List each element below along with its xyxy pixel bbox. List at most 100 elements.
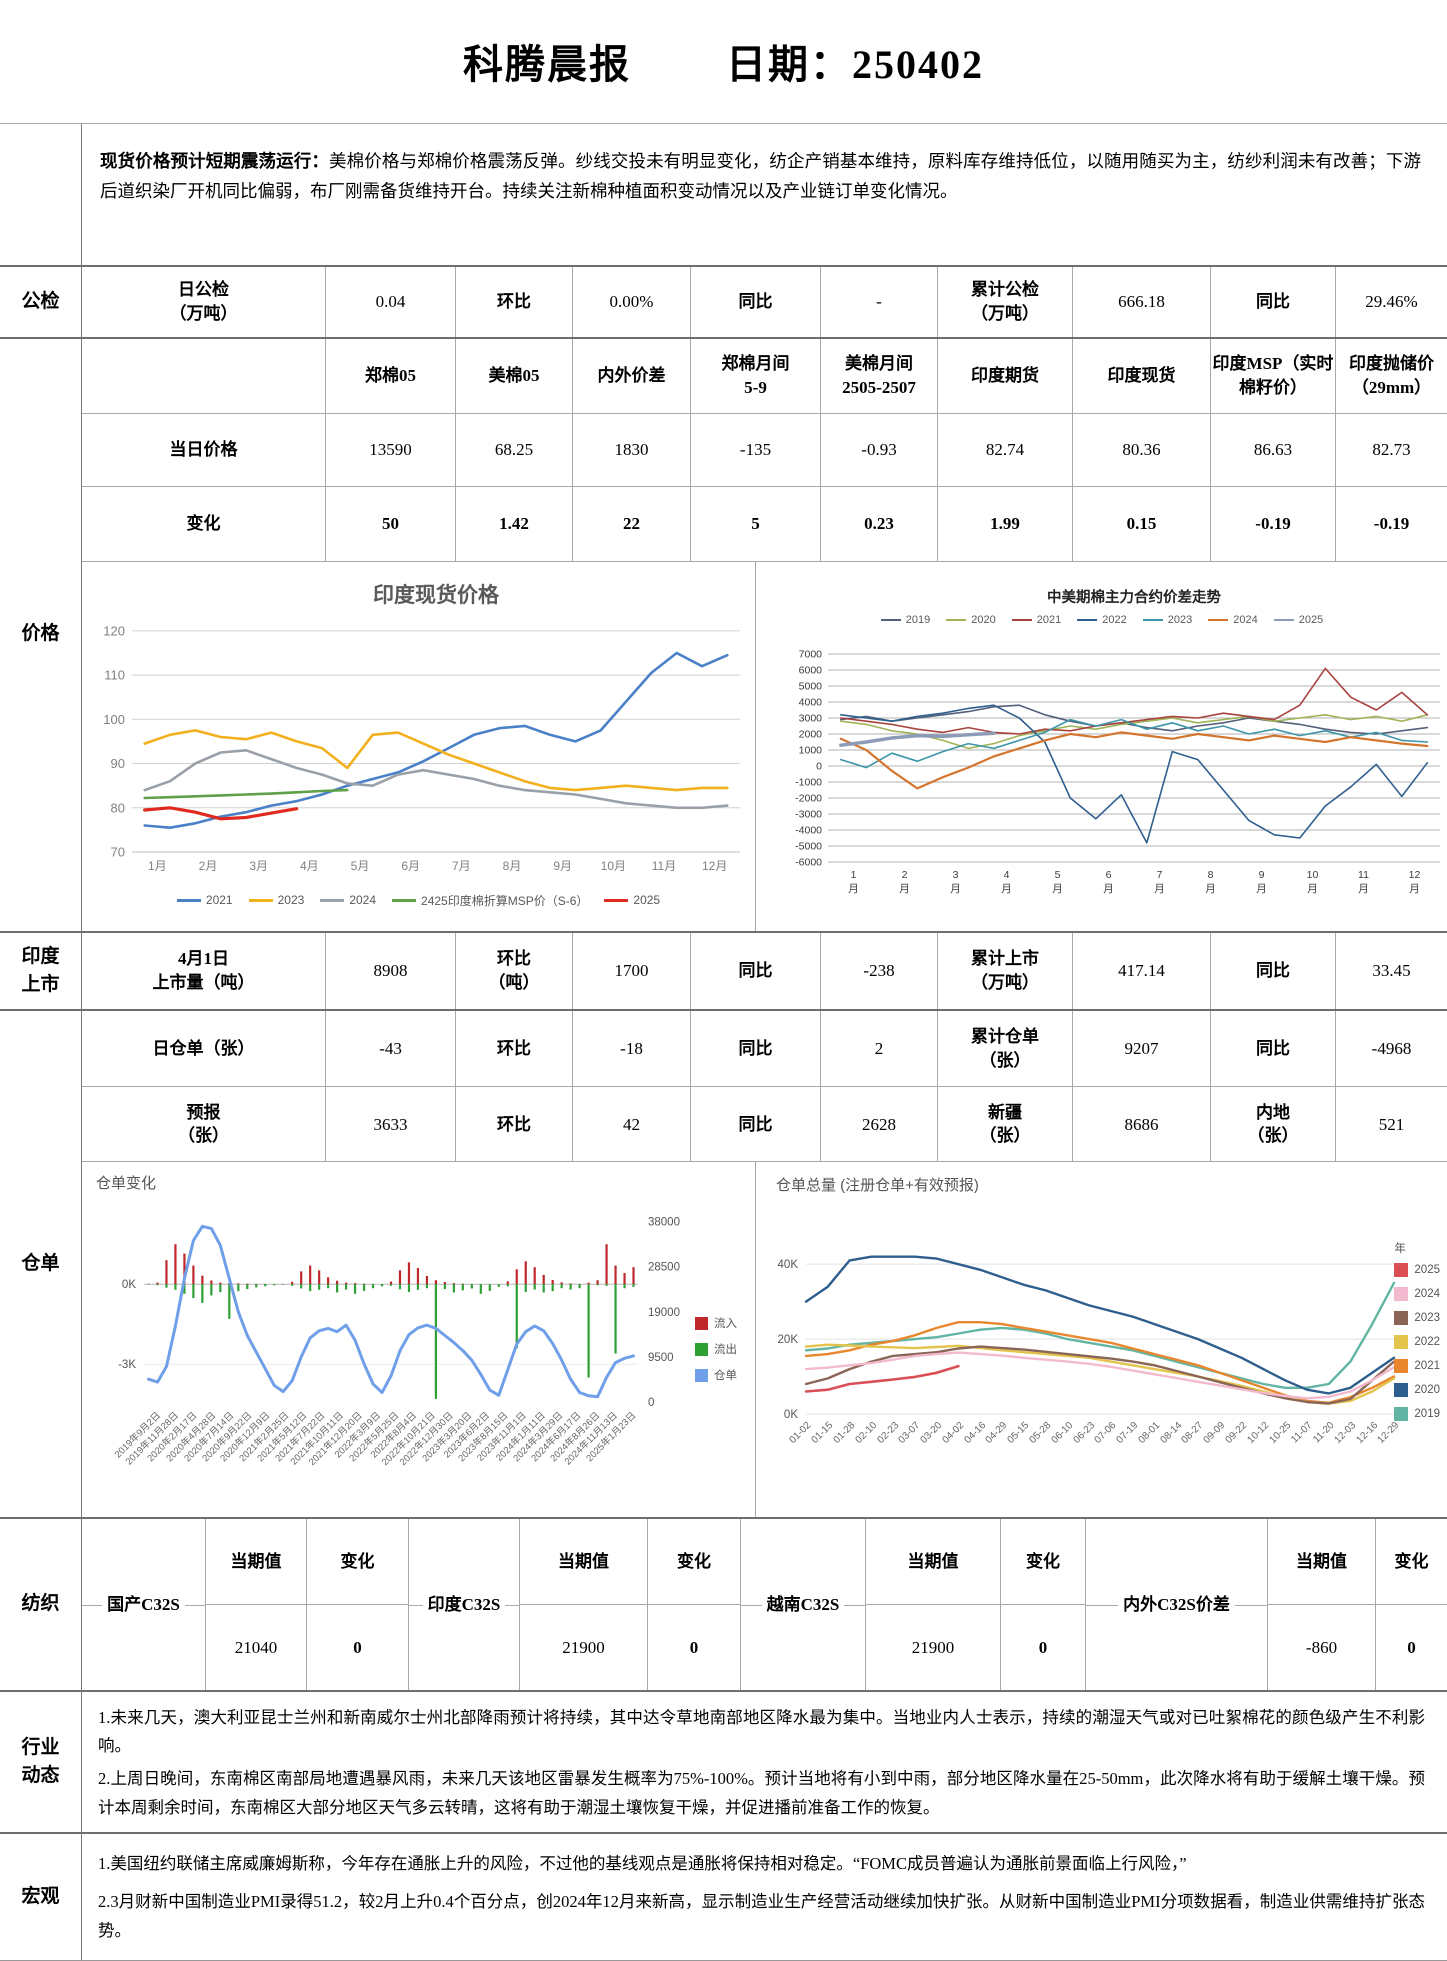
svg-text:5月: 5月 — [351, 859, 370, 873]
wh-mom-label: 环比 — [455, 1011, 572, 1087]
svg-text:70: 70 — [111, 844, 125, 859]
textile-header-value: 当期值 — [865, 1519, 1000, 1605]
legend-label: 2023 — [277, 893, 305, 908]
wh-daily-value: -43 — [325, 1011, 455, 1087]
legend-swatch-icon — [880, 618, 901, 622]
svg-text:40K: 40K — [778, 1260, 799, 1272]
legend-label: 2024 — [349, 893, 377, 908]
legend-label: 2021 — [1414, 1360, 1440, 1373]
price-value: -135 — [690, 413, 820, 486]
gongjian-yoy-label: 同比 — [690, 266, 820, 337]
svg-text:100: 100 — [103, 712, 125, 727]
textile-header-value: 当期值 — [519, 1519, 647, 1605]
chart-legend: 2019 2020 2021 2022 2023 2024 2025 — [756, 614, 1447, 626]
chart-legend: 年 2025 2024 2023 2022 2021 2020 2019 — [1394, 1240, 1440, 1426]
svg-text:印度现货价格: 印度现货价格 — [373, 583, 500, 607]
india-listing-cum-yoy-label: 同比 — [1210, 932, 1335, 1010]
legend-swatch-icon — [1394, 1407, 1409, 1422]
section-label-gongjian: 公检 — [0, 266, 82, 337]
wh-forecast-mom-label: 环比 — [455, 1087, 572, 1162]
svg-text:5月: 5月 — [1052, 869, 1063, 895]
macro-item-1: 1.美国纽约联储主席威廉姆斯称，今年存在通胀上升的风险，不过他的基线观点是通胀将… — [98, 1854, 1187, 1874]
legend-title: 年 — [1394, 1243, 1406, 1256]
svg-text:20K: 20K — [778, 1335, 799, 1347]
legend-label: 2022 — [1414, 1336, 1440, 1349]
legend-label: 2425印度棉折算MSP价（S-6） — [421, 893, 589, 908]
price-row-current: 当日价格 13590 68.25 1830 -135 -0.93 82.74 8… — [82, 412, 1447, 486]
textile-header-change: 变化 — [306, 1519, 408, 1605]
macro-paragraphs: 1.美国纽约联储主席威廉姆斯称，今年存在通胀上升的风险，不过他的基线观点是通胀将… — [82, 1834, 1447, 1960]
industry-item-1: 1.未来几天，澳大利亚昆士兰州和新南威尔士州北部降雨预计将持续，其中达令草地南部… — [98, 1707, 1425, 1756]
wh-yoy-value: 2 — [820, 1011, 937, 1087]
section-price: 价格 郑棉05 美棉05 内外价差 郑棉月间 5-9 美棉月间 2505-250… — [0, 336, 1447, 931]
wh-forecast-yoy-value: 2628 — [820, 1087, 937, 1162]
india-listing-yoy-value: -238 — [820, 932, 937, 1010]
price-change-value: 50 — [325, 486, 455, 561]
svg-text:3月: 3月 — [249, 859, 268, 873]
price-value: 13590 — [325, 413, 455, 486]
india-listing-name: 4月1日 上市量（吨） — [152, 949, 255, 992]
india-listing-cum-value: 417.14 — [1072, 932, 1210, 1010]
price-change-value: 22 — [572, 486, 690, 561]
price-value: 82.74 — [937, 413, 1072, 486]
price-change-value: 1.42 — [455, 486, 572, 561]
legend-label: 2021 — [205, 893, 233, 908]
legend-swatch-icon — [176, 898, 201, 902]
industry-item-2: 2.上周日晚间，东南棉区南部局地遭遇暴风雨，未来几天该地区雷暴发生概率为75%-… — [98, 1768, 1425, 1817]
svg-text:4000: 4000 — [799, 696, 823, 708]
legend-label: 流入 — [714, 1318, 737, 1331]
wh-forecast-yoy-label: 同比 — [690, 1087, 820, 1162]
legend-label: 流出 — [714, 1344, 737, 1357]
wh-forecast-mom-value: 42 — [572, 1087, 690, 1162]
textile-value-domestic: 21040 — [205, 1604, 306, 1691]
legend-label: 2023 — [1167, 613, 1193, 626]
price-change-value: 1.99 — [937, 486, 1072, 561]
svg-text:8月: 8月 — [503, 859, 522, 873]
warehouse-change-chart: 仓单变化 0K -3K 38000 28500 19000 9500 0 流入 流出 仓单 2019年… — [82, 1162, 755, 1517]
svg-text:-1000: -1000 — [795, 776, 822, 788]
svg-text:7月: 7月 — [452, 859, 471, 873]
svg-text:10月: 10月 — [601, 859, 626, 873]
wh-xinjiang-value: 8686 — [1072, 1087, 1210, 1162]
legend-swatch-icon — [1208, 618, 1229, 622]
svg-text:110: 110 — [104, 667, 125, 682]
svg-text:-3K: -3K — [118, 1360, 136, 1372]
svg-text:-5000: -5000 — [795, 840, 822, 852]
gongjian-row: 日公检 （万吨） 0.04 环比 0.00% 同比 - 累计公检 （万吨） 66… — [82, 266, 1447, 337]
svg-text:19000: 19000 — [648, 1307, 680, 1319]
price-change-value: -0.19 — [1335, 486, 1447, 561]
section-label-empty — [0, 123, 82, 265]
svg-text:0K: 0K — [122, 1280, 136, 1292]
legend-label: 2025 — [633, 893, 661, 908]
price-row-change: 变化 50 1.42 22 5 0.23 1.99 0.15 -0.19 -0.… — [82, 485, 1447, 561]
legend-swatch-icon — [946, 618, 967, 622]
svg-text:6月: 6月 — [1103, 869, 1114, 895]
textile-name-india: 印度C32S — [408, 1519, 519, 1691]
section-gongjian: 公检 日公检 （万吨） 0.04 环比 0.00% 同比 - 累计公检 （万吨）… — [0, 264, 1447, 337]
report-date: 日期：250402 — [726, 42, 984, 88]
svg-text:-6000: -6000 — [795, 856, 822, 868]
legend-label: 仓单 — [714, 1370, 737, 1383]
wh-xinjiang-label: 新疆 （张） — [937, 1087, 1072, 1162]
gongjian-cum-value: 666.18 — [1072, 266, 1210, 337]
section-label-price: 价格 — [0, 338, 82, 931]
price-header-empty — [82, 339, 325, 413]
svg-text:2000: 2000 — [799, 728, 823, 740]
summary-lead: 现货价格预计短期震荡运行： — [100, 150, 329, 171]
legend-label: 2024 — [1233, 613, 1258, 626]
svg-text:3月: 3月 — [950, 869, 961, 895]
legend-swatch-icon — [1394, 1311, 1409, 1326]
legend-label: 2021 — [1036, 613, 1062, 626]
chart-legend: 2021 2023 2024 2425印度棉折算MSP价（S-6） 2025 — [82, 892, 755, 909]
textile-name-domestic: 国产C32S — [82, 1519, 205, 1690]
price-value: -0.93 — [820, 413, 937, 486]
textile-header-change: 变化 — [647, 1519, 740, 1605]
warehouse-daily-row: 日仓单（张） -43 环比 -18 同比 2 累计仓单 （张） 9207 同比 … — [82, 1011, 1447, 1087]
price-header-mm-calendar: 美棉月间 2505-2507 — [820, 338, 937, 413]
section-textile: 纺织 国产C32S 当期值 变化 21040 0 印度C32S 当期值 变化 2… — [0, 1517, 1447, 1691]
macro-item-2: 2.3月财新中国制造业PMI录得51.2，较2月上升0.4个百分点，创2024年… — [98, 1891, 1425, 1940]
section-macro: 宏观 1.美国纽约联储主席威廉姆斯称，今年存在通胀上升的风险，不过他的基线观点是… — [0, 1832, 1447, 1960]
industry-paragraphs: 1.未来几天，澳大利亚昆士兰州和新南威尔士州北部降雨预计将持续，其中达令草地南部… — [82, 1692, 1447, 1832]
price-header-meimian05: 美棉05 — [455, 338, 572, 413]
